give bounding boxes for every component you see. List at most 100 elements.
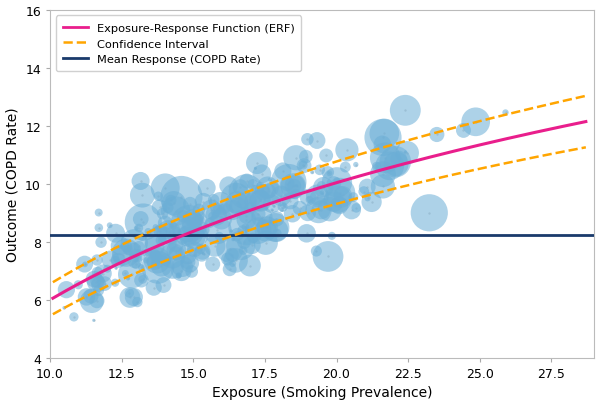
- Point: [231, 195, 241, 202]
- Point: [157, 263, 166, 270]
- Point: [98, 271, 107, 277]
- Point: [253, 228, 263, 234]
- Line: Exposure-Response Function (ERF): Exposure-Response Function (ERF): [53, 122, 586, 298]
- Point: [211, 212, 221, 219]
- Point: [208, 261, 217, 268]
- Point: [261, 240, 271, 246]
- Point: [257, 214, 267, 221]
- Point: [103, 266, 112, 272]
- Point: [269, 203, 278, 210]
- Point: [176, 268, 186, 274]
- Point: [341, 164, 350, 171]
- Point: [391, 159, 400, 166]
- Point: [149, 285, 158, 291]
- Point: [272, 230, 282, 237]
- Point: [149, 244, 159, 250]
- Point: [59, 305, 69, 311]
- Point: [263, 185, 272, 191]
- Confidence Interval: [385, 144, 392, 149]
- Point: [111, 230, 121, 237]
- Point: [362, 184, 372, 191]
- Point: [254, 211, 263, 217]
- Point: [400, 108, 410, 114]
- Exposure-Response Function (ERF): [49, 296, 56, 301]
- Point: [125, 290, 134, 296]
- Point: [315, 167, 325, 174]
- Point: [401, 149, 410, 156]
- Point: [432, 132, 442, 139]
- Point: [363, 196, 373, 202]
- Point: [323, 254, 333, 260]
- Point: [110, 280, 120, 286]
- Point: [199, 251, 208, 257]
- Point: [136, 216, 146, 223]
- Point: [291, 155, 301, 162]
- Point: [367, 199, 376, 206]
- Point: [157, 263, 166, 270]
- Point: [394, 156, 404, 163]
- Point: [125, 294, 135, 301]
- Point: [256, 183, 265, 190]
- Point: [277, 193, 286, 200]
- Point: [196, 247, 205, 253]
- Point: [216, 201, 226, 207]
- Point: [335, 202, 344, 209]
- Point: [256, 183, 265, 190]
- Point: [69, 314, 79, 320]
- Point: [209, 210, 218, 216]
- Point: [187, 220, 196, 226]
- Point: [238, 248, 248, 254]
- Point: [187, 269, 196, 275]
- Point: [227, 252, 236, 258]
- Point: [133, 299, 142, 305]
- Point: [199, 199, 208, 205]
- Point: [262, 224, 272, 231]
- Point: [92, 298, 102, 304]
- Point: [136, 264, 146, 271]
- Point: [169, 200, 178, 207]
- Point: [241, 206, 251, 213]
- Point: [103, 266, 112, 272]
- Point: [213, 208, 223, 214]
- Point: [246, 205, 256, 211]
- Point: [187, 215, 197, 222]
- Point: [242, 199, 252, 205]
- Point: [236, 184, 245, 191]
- Point: [148, 259, 157, 265]
- Point: [160, 220, 170, 227]
- Point: [185, 248, 195, 254]
- Point: [424, 210, 434, 217]
- Point: [268, 190, 277, 197]
- Point: [197, 249, 207, 255]
- Point: [253, 228, 263, 234]
- Point: [160, 185, 170, 192]
- Point: [214, 205, 224, 212]
- Point: [197, 227, 206, 233]
- Point: [246, 205, 256, 211]
- Point: [312, 138, 322, 145]
- Point: [225, 266, 235, 273]
- Point: [231, 195, 241, 202]
- Point: [168, 253, 178, 259]
- Point: [211, 213, 220, 219]
- Point: [212, 227, 222, 233]
- Point: [136, 216, 146, 223]
- Point: [391, 161, 401, 168]
- Point: [161, 228, 171, 235]
- Point: [299, 163, 309, 169]
- Point: [123, 275, 133, 282]
- Point: [332, 179, 342, 186]
- Point: [372, 164, 382, 170]
- Point: [251, 166, 260, 172]
- Point: [171, 250, 181, 257]
- Point: [151, 259, 161, 266]
- Point: [113, 258, 123, 264]
- Point: [250, 198, 260, 205]
- Point: [242, 178, 251, 185]
- Point: [471, 119, 481, 126]
- Point: [89, 276, 99, 283]
- Point: [380, 155, 390, 162]
- Point: [349, 194, 358, 201]
- Point: [197, 249, 207, 255]
- Point: [291, 191, 301, 198]
